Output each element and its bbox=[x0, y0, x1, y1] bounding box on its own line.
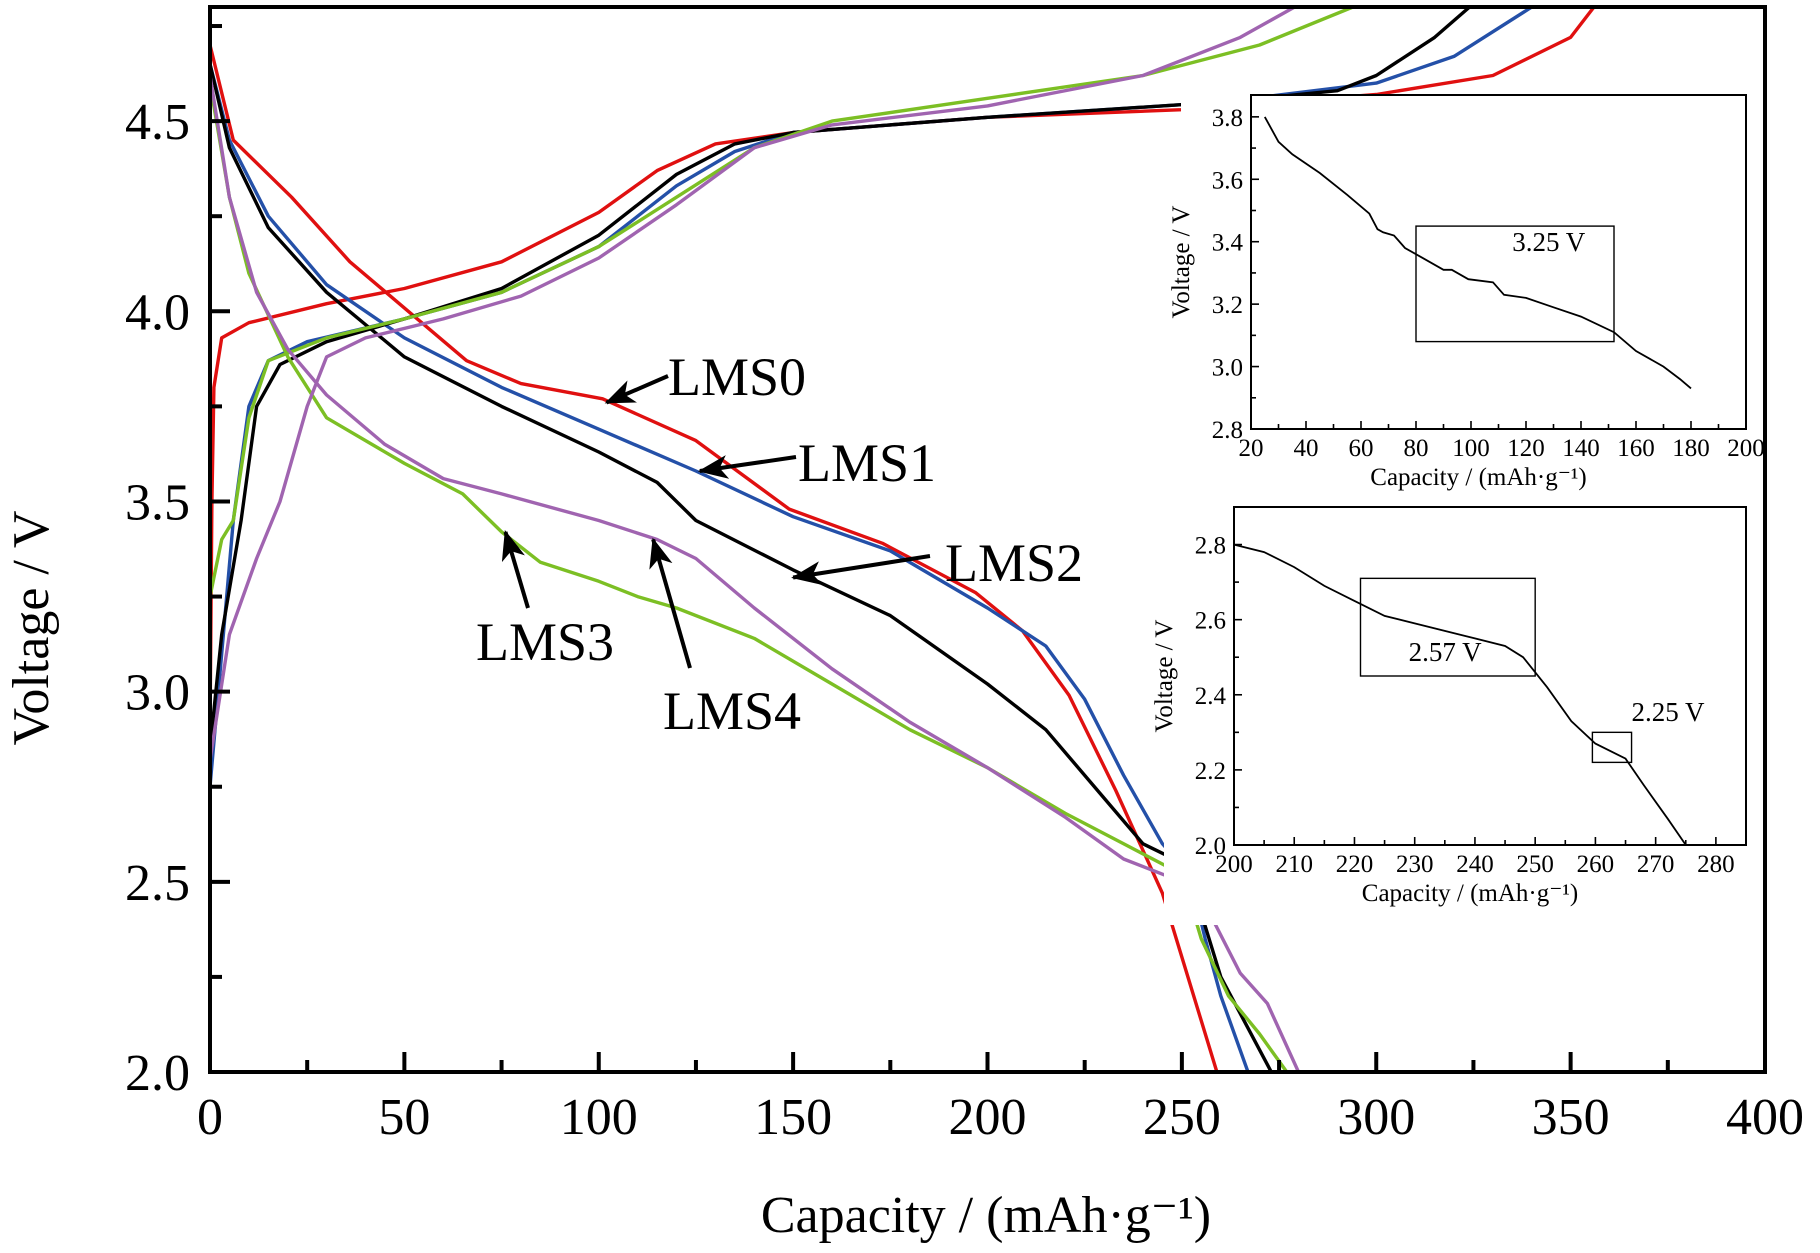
label-lms4: LMS4 bbox=[663, 681, 801, 741]
y-tick-label: 2.0 bbox=[125, 1045, 190, 1102]
inset-y-tick-label: 3.6 bbox=[1212, 167, 1243, 194]
label-lms1: LMS1 bbox=[798, 433, 936, 493]
inset-x-tick-label: 260 bbox=[1577, 851, 1615, 878]
series-lms4-discharge-line bbox=[210, 73, 1301, 1072]
inset-x-tick-label: 140 bbox=[1562, 435, 1600, 462]
inset-x-axis-title: Capacity / (mAh·g⁻¹) bbox=[1362, 880, 1578, 907]
x-tick-label: 100 bbox=[560, 1089, 638, 1146]
inset-x-tick-label: 20 bbox=[1239, 435, 1264, 462]
inset-x-tick-label: 280 bbox=[1697, 851, 1735, 878]
label-lms2: LMS2 bbox=[945, 533, 1083, 593]
inset-plateau-label: 3.25 V bbox=[1512, 227, 1586, 257]
inset-y-tick-label: 2.0 bbox=[1195, 833, 1226, 860]
series-lms2-discharge-line bbox=[210, 62, 1273, 1072]
inset-x-tick-label: 100 bbox=[1452, 435, 1490, 462]
inset-plateau-label: 2.57 V bbox=[1409, 637, 1483, 667]
inset-x-tick-label: 200 bbox=[1215, 851, 1253, 878]
inset-x-tick-label: 120 bbox=[1507, 435, 1545, 462]
inset-x-tick-label: 80 bbox=[1404, 435, 1429, 462]
inset-y-axis-title: Voltage / V bbox=[1168, 206, 1195, 319]
inset-y-tick-label: 3.2 bbox=[1212, 292, 1243, 319]
inset-highlight-box bbox=[1415, 225, 1615, 343]
inset-y-tick-label: 3.0 bbox=[1212, 355, 1243, 382]
y-tick-label: 3.0 bbox=[125, 665, 190, 722]
series-lms0-discharge-line bbox=[210, 43, 1219, 1072]
series-lms3-charge-line bbox=[210, 7, 1355, 599]
inset-x-tick-label: 230 bbox=[1396, 851, 1434, 878]
series-lms4-charge-line bbox=[210, 7, 1297, 762]
inset-y-tick-label: 3.8 bbox=[1212, 105, 1243, 132]
inset-y-tick-label: 2.6 bbox=[1195, 608, 1226, 635]
inset-highlight-box bbox=[1359, 577, 1536, 677]
label-lms0: LMS0 bbox=[668, 347, 806, 407]
inset-highlight-box bbox=[1591, 731, 1633, 764]
inset-x-tick-label: 250 bbox=[1516, 851, 1554, 878]
inset-y-axis-title: Voltage / V bbox=[1151, 620, 1178, 733]
inset-2: 200 210 220 230 240 250 260 270 280 2.0 2.2 2.4 2.6 2… bbox=[1151, 506, 1747, 907]
arrow-lms1 bbox=[697, 455, 797, 479]
arrow-lms2 bbox=[791, 554, 931, 586]
main-axes: 0 50 100 150 200 250 300 350 400 2.0 2.5 3.0 3.5 4.0 4… bbox=[125, 5, 1804, 1146]
x-axis-title: Capacity / (mAh·g⁻¹) bbox=[761, 1187, 1211, 1244]
insets: 20 40 60 80 100 120 140 160 180 200 2.8 3.0 3.2 3.4 3.… bbox=[1151, 94, 1765, 907]
inset-x-tick-label: 40 bbox=[1294, 435, 1319, 462]
x-tick-label: 0 bbox=[197, 1089, 223, 1146]
inset-x-tick-label: 200 bbox=[1727, 435, 1765, 462]
inset-2-curve bbox=[1233, 543, 1687, 846]
inset-x-tick-label: 220 bbox=[1336, 851, 1374, 878]
y-tick-label: 2.5 bbox=[125, 855, 190, 912]
series-lms3-discharge-line bbox=[210, 81, 1289, 1072]
arrow-lms3 bbox=[501, 529, 530, 609]
x-tick-label: 250 bbox=[1143, 1089, 1221, 1146]
y-tick-label: 4.5 bbox=[125, 94, 190, 151]
x-tick-label: 50 bbox=[378, 1089, 430, 1146]
y-axis-title: Voltage / V bbox=[3, 511, 60, 746]
inset-y-tick-label: 2.8 bbox=[1195, 533, 1226, 560]
inset-x-tick-label: 210 bbox=[1275, 851, 1313, 878]
inset-2-background bbox=[1164, 507, 1751, 925]
arrow-lms0 bbox=[604, 374, 669, 405]
inset-x-tick-label: 240 bbox=[1456, 851, 1494, 878]
arrow-lms4 bbox=[649, 537, 692, 669]
inset-x-tick-label: 160 bbox=[1617, 435, 1655, 462]
series-lms2-charge-line bbox=[210, 7, 1472, 751]
series-lms1-discharge-line bbox=[210, 62, 1250, 1072]
inset-x-tick-label: 180 bbox=[1672, 435, 1710, 462]
inset-x-tick-label: 270 bbox=[1637, 851, 1675, 878]
x-tick-label: 300 bbox=[1337, 1089, 1415, 1146]
inset-y-tick-label: 3.4 bbox=[1212, 230, 1244, 257]
inset-plateau-label: 2.25 V bbox=[1632, 697, 1706, 727]
inset-x-tick-label: 60 bbox=[1349, 435, 1374, 462]
series-lms0-charge-line bbox=[210, 7, 1596, 732]
label-lms3: LMS3 bbox=[476, 612, 614, 672]
inset-1-background bbox=[1181, 95, 1751, 509]
x-tick-label: 150 bbox=[754, 1089, 832, 1146]
x-tick-label: 350 bbox=[1532, 1089, 1610, 1146]
inset-1-curve bbox=[1264, 116, 1692, 390]
inset-y-tick-label: 2.8 bbox=[1212, 417, 1243, 444]
y-tick-label: 3.5 bbox=[125, 474, 190, 531]
x-tick-label: 200 bbox=[949, 1089, 1027, 1146]
inset-x-axis-title: Capacity / (mAh·g⁻¹) bbox=[1370, 464, 1586, 491]
inset-1: 20 40 60 80 100 120 140 160 180 200 2.8 3.0 3.2 3.4 3.… bbox=[1168, 94, 1765, 491]
y-tick-label: 4.0 bbox=[125, 284, 190, 341]
inset-y-tick-label: 2.4 bbox=[1195, 683, 1227, 710]
inset-y-tick-label: 2.2 bbox=[1195, 758, 1226, 785]
inset-2-frame bbox=[1233, 506, 1747, 846]
x-tick-label: 400 bbox=[1726, 1089, 1804, 1146]
